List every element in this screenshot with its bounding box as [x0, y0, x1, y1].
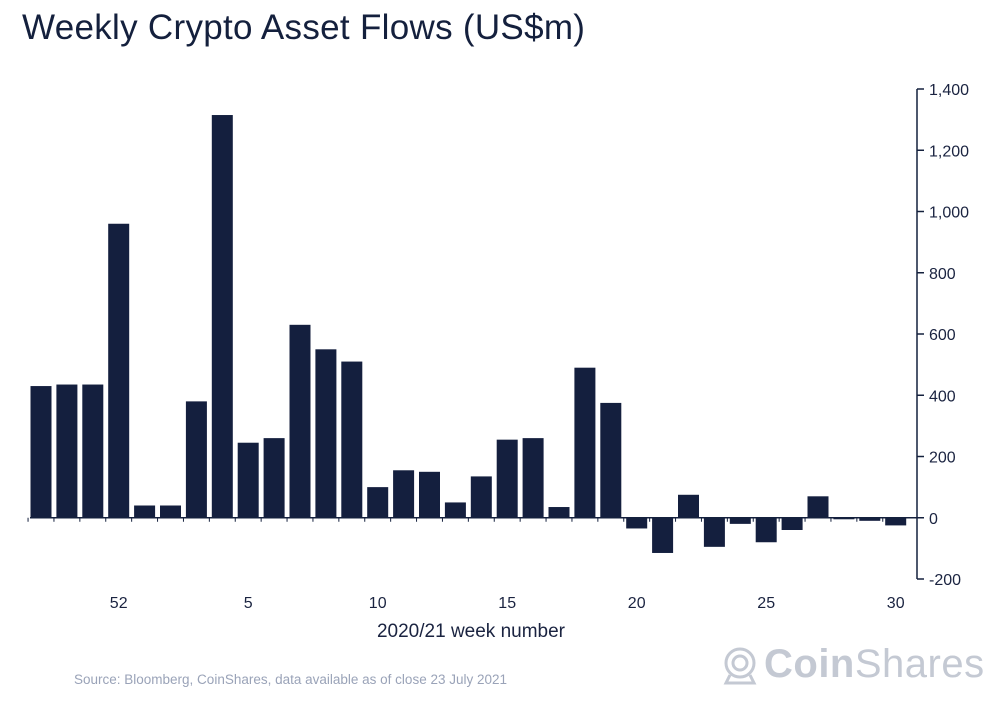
bar	[315, 349, 337, 518]
y-tick-label: 1,400	[929, 82, 969, 99]
bar	[185, 401, 207, 518]
x-tick-label: 25	[757, 595, 775, 612]
y-tick-label: 400	[929, 388, 956, 405]
y-tick-label: -200	[929, 572, 961, 589]
bar	[263, 438, 285, 518]
bar	[548, 507, 570, 518]
bar	[522, 438, 544, 518]
bar	[289, 324, 311, 518]
bar	[56, 384, 78, 518]
bar	[807, 496, 829, 518]
y-tick-label: 1,200	[929, 143, 969, 160]
x-tick-label: 52	[110, 595, 128, 612]
bar	[885, 517, 907, 526]
bar	[859, 517, 881, 521]
astronaut-helmet-icon	[723, 647, 757, 684]
logo-wordmark: CoinShares	[764, 642, 985, 687]
bar	[755, 517, 777, 543]
bar	[600, 402, 622, 518]
bar	[833, 517, 855, 520]
y-tick-label: 600	[929, 327, 956, 344]
bar	[134, 505, 156, 518]
y-tick-label: 200	[929, 450, 956, 467]
bar	[444, 502, 466, 518]
y-tick-label: 0	[929, 511, 938, 528]
x-tick-label: 20	[628, 595, 646, 612]
coinshares-logo: CoinShares	[722, 642, 985, 687]
bar	[470, 476, 492, 518]
x-axis-title: 2020/21 week number	[377, 621, 566, 642]
bar	[626, 517, 648, 529]
bar	[496, 439, 518, 518]
x-tick-label: 15	[498, 595, 516, 612]
bar	[652, 517, 674, 553]
bar	[160, 505, 181, 518]
bar	[781, 517, 803, 530]
bar	[393, 470, 415, 518]
logo-wordmark-regular: Shares	[854, 642, 985, 686]
chart-title: Weekly Crypto Asset Flows (US$m)	[22, 8, 586, 47]
bar	[367, 487, 389, 518]
source-note: Source: Bloomberg, CoinShares, data avai…	[74, 672, 508, 687]
y-tick-label: 1,000	[929, 205, 969, 222]
bar	[237, 442, 259, 518]
bar	[703, 517, 725, 547]
bar	[30, 386, 52, 518]
bar	[82, 384, 104, 518]
x-tick-label: 30	[887, 595, 905, 612]
bar	[729, 517, 751, 524]
x-tick-label: 10	[369, 595, 387, 612]
x-tick-label: 5	[244, 595, 253, 612]
bar	[574, 367, 596, 518]
logo-wordmark-bold: Coin	[764, 642, 855, 686]
bar	[341, 361, 363, 518]
bar	[211, 115, 233, 518]
bar	[108, 223, 130, 518]
bar	[678, 494, 699, 518]
bar	[419, 471, 440, 518]
y-tick-label: 800	[929, 266, 956, 283]
